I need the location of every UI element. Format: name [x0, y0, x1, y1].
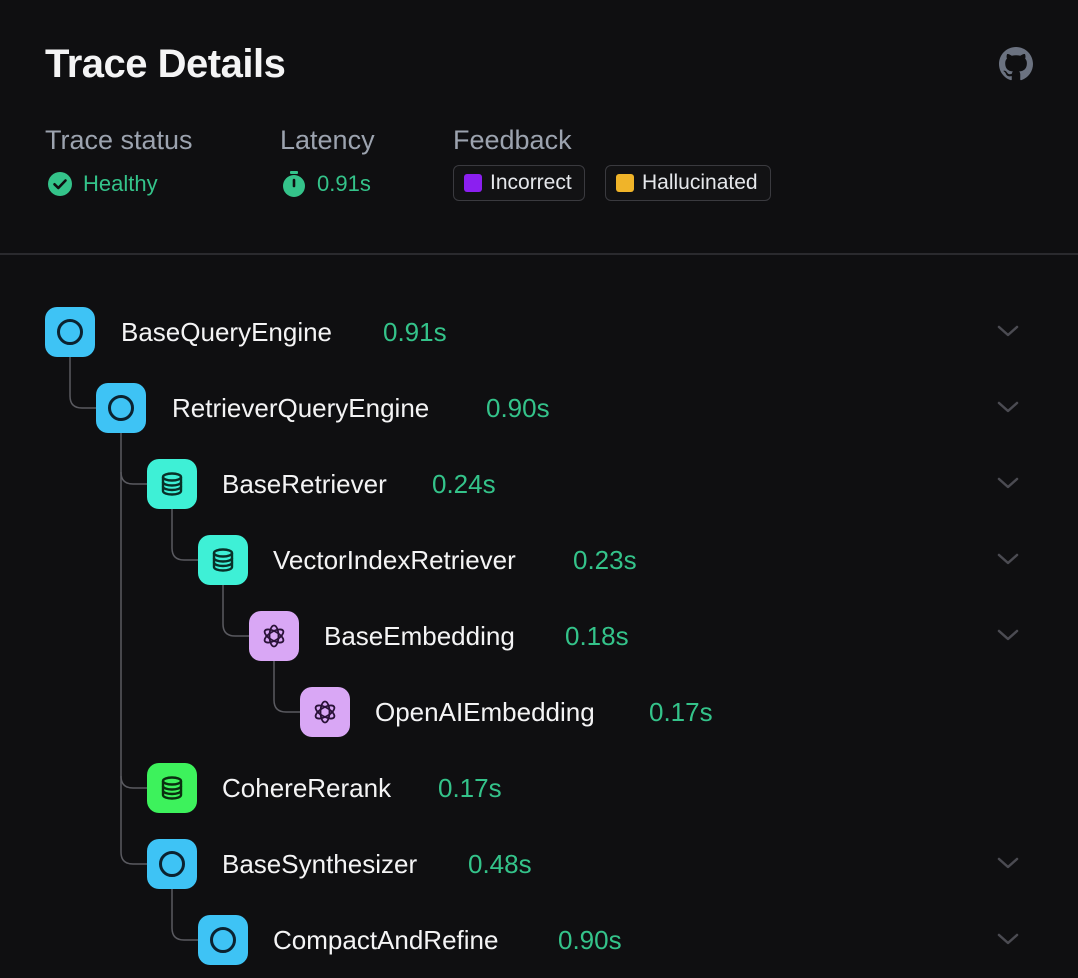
chevron-down-icon[interactable]: [996, 398, 1020, 416]
header-divider: [0, 253, 1078, 255]
openai-icon: [300, 687, 350, 737]
page-title: Trace Details: [45, 42, 286, 86]
circle-icon: [96, 383, 146, 433]
circle-icon: [45, 307, 95, 357]
span-name: RetrieverQueryEngine: [172, 393, 430, 423]
tag-swatch: [464, 174, 482, 192]
span-row[interactable]: CohereRerank 0.17s: [0, 762, 1078, 814]
database-icon: [198, 535, 248, 585]
database-icon: [147, 763, 197, 813]
span-latency: 0.24s: [432, 469, 496, 499]
span-name: OpenAIEmbedding: [375, 697, 595, 727]
span-latency: 0.18s: [565, 621, 629, 651]
openai-icon: [249, 611, 299, 661]
tag-label: Hallucinated: [642, 171, 758, 194]
span-name: BaseRetriever: [222, 469, 387, 499]
span-latency: 0.91s: [383, 317, 447, 347]
feedback-tag-incorrect[interactable]: Incorrect: [453, 165, 585, 201]
chevron-down-icon[interactable]: [996, 626, 1020, 644]
span-latency: 0.23s: [573, 545, 637, 575]
span-name: BaseEmbedding: [324, 621, 515, 651]
latency-text: 0.91s: [317, 171, 371, 196]
span-row[interactable]: OpenAIEmbedding 0.17s: [0, 686, 1078, 738]
latency-value: 0.91s: [281, 168, 371, 200]
span-row[interactable]: VectorIndexRetriever 0.23s: [0, 534, 1078, 586]
span-row[interactable]: CompactAndRefine 0.90s: [0, 914, 1078, 966]
check-circle-icon: [48, 172, 72, 196]
tag-label: Incorrect: [490, 171, 572, 194]
chevron-down-icon[interactable]: [996, 930, 1020, 948]
latency-label: Latency: [280, 125, 375, 155]
span-row[interactable]: BaseRetriever 0.24s: [0, 458, 1078, 510]
span-row[interactable]: RetrieverQueryEngine 0.90s: [0, 382, 1078, 434]
stopwatch-icon: [283, 171, 305, 197]
span-name: CohereRerank: [222, 773, 392, 803]
chevron-down-icon[interactable]: [996, 550, 1020, 568]
span-latency: 0.17s: [649, 697, 713, 727]
span-name: CompactAndRefine: [273, 925, 499, 955]
chevron-down-icon[interactable]: [996, 322, 1020, 340]
chevron-down-icon[interactable]: [996, 474, 1020, 492]
span-name: BaseSynthesizer: [222, 849, 418, 879]
span-name: BaseQueryEngine: [121, 317, 333, 347]
span-latency: 0.48s: [468, 849, 532, 879]
span-latency: 0.90s: [486, 393, 550, 423]
circle-icon: [198, 915, 248, 965]
feedback-tag-hallucinated[interactable]: Hallucinated: [605, 165, 771, 201]
span-row[interactable]: BaseSynthesizer 0.48s: [0, 838, 1078, 890]
tag-swatch: [616, 174, 634, 192]
circle-icon: [147, 839, 197, 889]
span-latency: 0.90s: [558, 925, 622, 955]
github-icon[interactable]: [999, 47, 1033, 81]
span-latency: 0.17s: [438, 773, 502, 803]
chevron-down-icon[interactable]: [996, 854, 1020, 872]
feedback-label: Feedback: [453, 125, 572, 155]
database-icon: [147, 459, 197, 509]
span-row[interactable]: BaseEmbedding 0.18s: [0, 610, 1078, 662]
status-text: Healthy: [83, 171, 158, 196]
trace-status-value: Healthy: [47, 168, 158, 200]
span-row[interactable]: BaseQueryEngine 0.91s: [0, 306, 1078, 358]
span-name: VectorIndexRetriever: [273, 545, 516, 575]
trace-status-label: Trace status: [45, 125, 193, 155]
